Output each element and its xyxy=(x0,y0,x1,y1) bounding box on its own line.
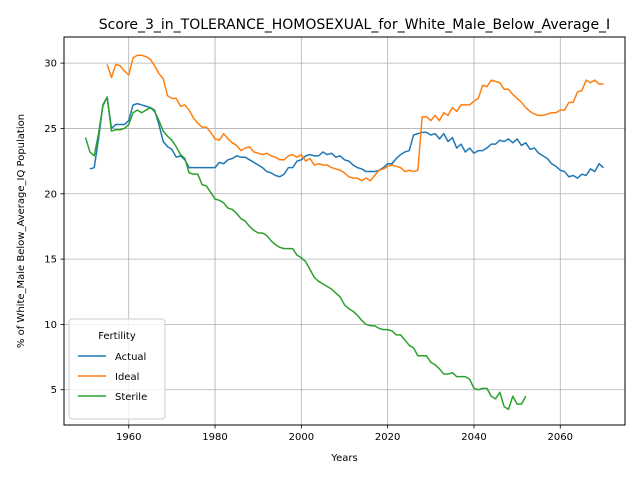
chart-title: Score_3_in_TOLERANCE_HOMOSEXUAL_for_Whit… xyxy=(99,17,610,33)
x-tick-label: 1960 xyxy=(116,432,141,443)
legend-box xyxy=(68,318,166,420)
x-tick-label: 2020 xyxy=(375,432,400,443)
y-tick-label: 10 xyxy=(44,320,57,331)
x-tick-label: 2040 xyxy=(461,432,486,443)
x-axis-label: Years xyxy=(330,453,357,464)
series-line-ideal xyxy=(106,54,604,182)
y-axis-label: % of White_Male Below_Average_IQ Populat… xyxy=(16,114,27,348)
legend-label-ideal: Ideal xyxy=(115,372,139,383)
y-tick-label: 25 xyxy=(44,124,57,135)
y-tick-label: 20 xyxy=(44,189,57,200)
plot-frame xyxy=(63,36,626,426)
x-tick-label: 2060 xyxy=(548,432,573,443)
x-tick-label: 1980 xyxy=(202,432,227,443)
y-tick-label: 5 xyxy=(51,385,57,396)
legend: Fertility Actual Ideal Sterile xyxy=(68,318,166,420)
ticks: 1960 1980 2000 2020 2040 2060 5 10 15 20 25 30 xyxy=(44,59,573,443)
series-line-actual xyxy=(89,96,604,179)
legend-title: Fertility xyxy=(98,331,136,342)
x-tick-label: 2000 xyxy=(289,432,314,443)
series-layer xyxy=(84,54,604,411)
series-line-sterile xyxy=(84,96,527,411)
legend-label-sterile: Sterile xyxy=(115,392,147,403)
y-tick-label: 30 xyxy=(44,59,57,70)
legend-label-actual: Actual xyxy=(115,352,146,363)
y-tick-label: 15 xyxy=(44,255,57,266)
